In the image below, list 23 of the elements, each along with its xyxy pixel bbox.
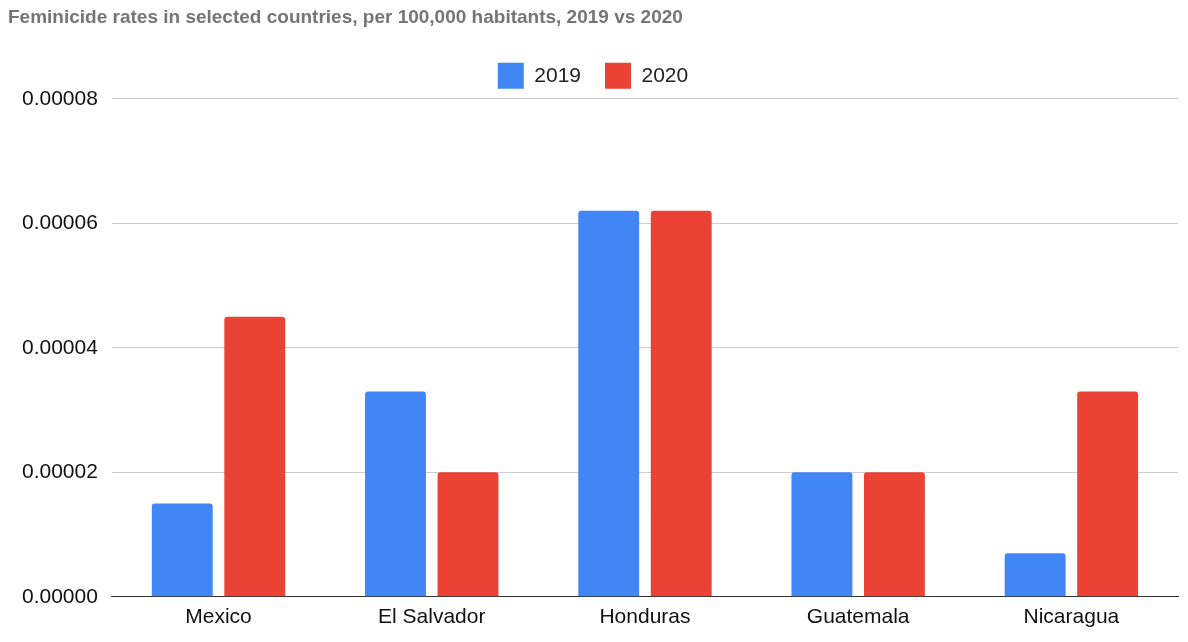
chart-title: Feminicide rates in selected countries, per 100,000 habitants, 2019 vs 2020	[8, 5, 683, 27]
y-tick-label: 0.00002	[21, 459, 98, 483]
x-tick-label: Nicaragua	[1023, 604, 1120, 628]
x-tick-label: Guatemala	[806, 604, 910, 628]
bar	[578, 210, 640, 597]
y-tick-label: 0.00008	[21, 85, 98, 109]
y-tick-label: 0.00000	[21, 583, 98, 607]
legend-label: 2020	[641, 62, 689, 86]
bar	[1004, 553, 1066, 597]
x-tick-label: Mexico	[185, 604, 252, 628]
x-tick-label: El Salvador	[378, 604, 486, 628]
bar	[365, 391, 426, 597]
y-tick-label: 0.00006	[21, 210, 98, 234]
bar	[151, 503, 213, 597]
bar	[650, 210, 712, 597]
bar	[791, 472, 853, 597]
x-tick-label: Honduras	[599, 604, 691, 628]
bar	[1077, 391, 1139, 597]
bar	[437, 472, 499, 597]
bar	[224, 316, 286, 597]
bar	[863, 472, 925, 597]
y-tick-label: 0.00004	[21, 334, 99, 358]
legend-label: 2019	[534, 62, 581, 86]
